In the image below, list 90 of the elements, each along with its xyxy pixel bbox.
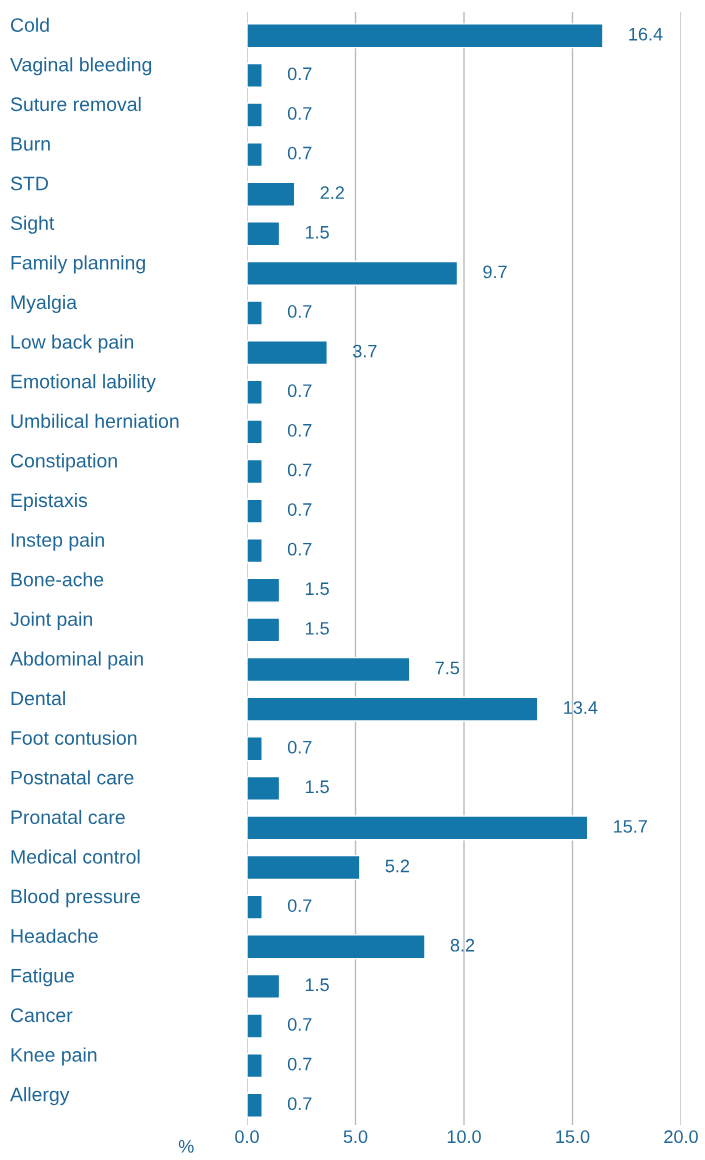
bar [247, 379, 263, 405]
data-label: 13.4 [564, 701, 598, 714]
data-label: 0.7 [287, 542, 312, 556]
data-label: 0.7 [287, 67, 312, 81]
data-label: 1.5 [305, 582, 329, 596]
data-label: 9.7 [483, 265, 507, 279]
bar [247, 498, 263, 524]
y-tick-label: Medical control [11, 849, 140, 864]
y-tick-label: Constipation [10, 453, 117, 472]
bar [247, 736, 263, 762]
data-label: 8.2 [450, 938, 475, 952]
y-tick-label: Vaginal bleeding [10, 57, 152, 76]
y-tick-label: Low back pain [11, 334, 134, 353]
bar [247, 538, 263, 564]
data-label: 0.7 [287, 740, 312, 754]
bar [247, 62, 263, 88]
bar [247, 181, 296, 207]
y-tick-label: Knee pain [11, 1047, 97, 1066]
data-label: 0.7 [287, 107, 312, 120]
y-tick-label: Epistaxis [11, 492, 88, 512]
y-tick-label: Foot contusion [11, 730, 137, 745]
y-tick-label: Family planning [11, 255, 145, 274]
y-tick-label: Abdominal pain [10, 651, 143, 670]
y-tick-label: Pronatal care [11, 809, 125, 825]
y-tick-label: Emotional lability [11, 374, 156, 393]
y-tick-label: Fatigue [11, 968, 74, 987]
y-tick-label: Allergy [10, 1087, 70, 1106]
data-label: 5.2 [385, 859, 410, 873]
x-tick-label: 5.0 [343, 1130, 368, 1144]
bar [247, 419, 263, 445]
data-label: 0.7 [287, 899, 312, 912]
bar [247, 260, 459, 286]
x-axis-title: % [178, 1140, 194, 1153]
y-tick-label: STD [10, 176, 48, 191]
y-tick-label: Postnatal care [11, 770, 134, 785]
bar [247, 934, 426, 960]
y-tick-label: Blood pressure [11, 889, 140, 908]
y-tick-label: Sight [10, 215, 55, 234]
data-label: 15.7 [614, 820, 647, 833]
bar [247, 221, 281, 247]
data-label: 1.5 [305, 622, 329, 635]
bar [247, 854, 361, 881]
data-label: 0.7 [287, 146, 312, 160]
bar [247, 1013, 263, 1039]
data-label: 0.7 [287, 463, 312, 477]
y-tick-label: Suture removal [10, 96, 141, 112]
data-label: 0.7 [287, 305, 312, 318]
bar [247, 775, 281, 801]
y-tick-label: Bone-ache [11, 572, 104, 587]
bar [247, 815, 589, 841]
bar [247, 894, 263, 920]
data-label: 0.7 [287, 384, 312, 398]
y-tick-label: Joint pain [10, 611, 92, 630]
bar [247, 696, 539, 722]
x-tick-label: 15.0 [556, 1130, 590, 1144]
bar [247, 340, 328, 366]
data-label: 0.7 [287, 423, 312, 437]
data-label: 3.7 [352, 344, 377, 358]
bar [247, 1092, 263, 1118]
data-label: 7.5 [435, 661, 460, 675]
data-label: 0.7 [287, 1018, 312, 1031]
y-tick-label: Instep pain [11, 532, 104, 551]
y-tick-label: Dental [11, 690, 65, 706]
y-tick-label: Burn [11, 137, 50, 151]
y-tick-label: Myalgia [11, 294, 77, 314]
data-label: 0.7 [287, 1097, 312, 1111]
bar [247, 1053, 263, 1079]
data-label: 1.5 [305, 978, 329, 992]
x-tick-label: 20.0 [664, 1130, 698, 1144]
bar [247, 142, 263, 168]
y-tick-label: Cancer [10, 1008, 73, 1023]
bar [247, 617, 281, 643]
x-tick-label: 0.0 [235, 1130, 259, 1144]
bar [247, 656, 411, 683]
bar [247, 973, 281, 999]
bar [247, 23, 604, 49]
data-label: 1.5 [305, 226, 329, 239]
y-tick-label: Headache [11, 928, 98, 943]
bar [247, 300, 263, 326]
y-tick-label: Cold [10, 17, 49, 32]
x-tick-label: 10.0 [447, 1130, 481, 1144]
bar [247, 577, 281, 603]
data-label: 1.5 [305, 780, 329, 794]
y-tick-label: Umbilical herniation [11, 413, 179, 429]
data-label: 16.4 [629, 27, 663, 41]
data-label: 2.2 [320, 186, 344, 199]
bar [247, 102, 263, 128]
data-label: 0.7 [287, 503, 312, 516]
data-label: 0.7 [287, 1057, 312, 1071]
bar [247, 458, 263, 485]
